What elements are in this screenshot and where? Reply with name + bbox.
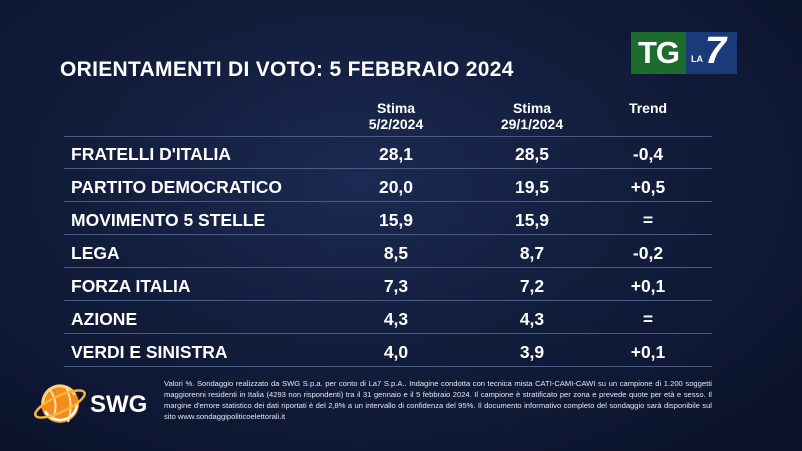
value-trend: +0,5 (630, 177, 666, 197)
tg-la7-logo: TG LA 7 (631, 30, 737, 74)
column-header-line1: Stima (376, 100, 416, 116)
table-row: FRATELLI D'ITALIA 28,1 28,5 -0,4 (64, 137, 712, 169)
value-current: 20,0 (378, 177, 414, 197)
column-header-stima-previous: Stima 29/1/2024 (487, 100, 577, 132)
value-trend: = (642, 210, 654, 230)
party-name: PARTITO DEMOCRATICO (71, 177, 282, 197)
table-row: FORZA ITALIA 7,3 7,2 +0,1 (64, 269, 712, 301)
value-previous: 4,3 (519, 309, 545, 329)
column-header-line1: Trend (628, 100, 668, 116)
swg-logo-text: SWG (90, 391, 148, 418)
party-name: MOVIMENTO 5 STELLE (71, 210, 266, 230)
party-name: VERDI E SINISTRA (71, 342, 228, 362)
value-trend: -0,4 (632, 144, 664, 164)
value-current: 15,9 (378, 210, 414, 230)
tg-logo-block: TG (631, 32, 686, 74)
swg-globe-icon (34, 384, 86, 423)
column-header-line2: 29/1/2024 (500, 116, 564, 132)
table-row: PARTITO DEMOCRATICO 20,0 19,5 +0,5 (64, 170, 712, 202)
value-previous: 8,7 (519, 243, 545, 263)
table-row: MOVIMENTO 5 STELLE 15,9 15,9 = (64, 203, 712, 235)
value-previous: 15,9 (514, 210, 550, 230)
value-previous: 28,5 (514, 144, 550, 164)
table-row: VERDI E SINISTRA 4,0 3,9 +0,1 (64, 335, 712, 367)
party-name: AZIONE (71, 309, 138, 329)
table-top-divider (64, 136, 712, 137)
methodology-note: Valori %. Sondaggio realizzato da SWG S.… (164, 379, 712, 421)
value-previous: 3,9 (519, 342, 545, 362)
value-current: 7,3 (383, 276, 409, 296)
value-previous: 19,5 (514, 177, 550, 197)
value-current: 8,5 (383, 243, 409, 263)
value-trend: +0,1 (630, 276, 666, 296)
party-name: FORZA ITALIA (71, 276, 191, 296)
value-trend: -0,2 (632, 243, 664, 263)
column-header-line2: 5/2/2024 (368, 116, 424, 132)
page-title: ORIENTAMENTI DI VOTO: 5 FEBBRAIO 2024 (60, 58, 514, 81)
party-name: LEGA (71, 243, 120, 263)
la7-logo-block: LA 7 (686, 30, 737, 74)
party-name: FRATELLI D'ITALIA (71, 144, 232, 164)
table-row: AZIONE 4,3 4,3 = (64, 302, 712, 334)
value-previous: 7,2 (519, 276, 545, 296)
value-trend: = (642, 309, 654, 329)
column-header-stima-current: Stima 5/2/2024 (351, 100, 441, 132)
column-header-trend: Trend (603, 100, 693, 116)
column-header-line1: Stima (512, 100, 552, 116)
value-current: 28,1 (378, 144, 414, 164)
table-row: LEGA 8,5 8,7 -0,2 (64, 236, 712, 268)
value-current: 4,3 (383, 309, 409, 329)
value-trend: +0,1 (630, 342, 666, 362)
value-current: 4,0 (383, 342, 409, 362)
la7-logo-la: LA (691, 54, 703, 64)
la7-logo-seven: 7 (705, 30, 727, 72)
